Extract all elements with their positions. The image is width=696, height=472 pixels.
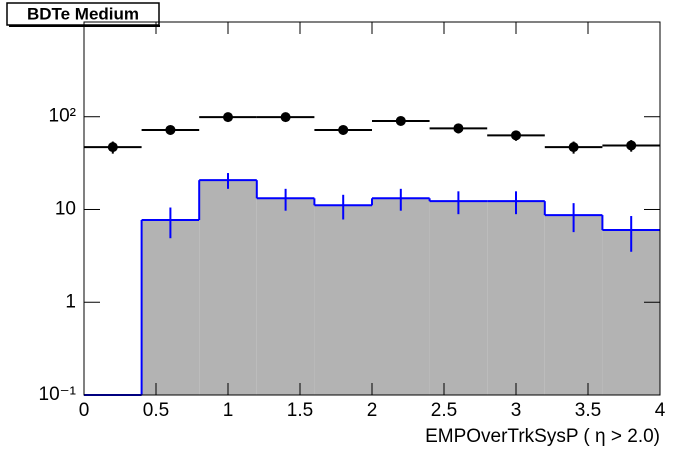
data-point (338, 124, 349, 135)
histogram-bar (372, 198, 430, 395)
histogram-bar (141, 220, 200, 395)
data-point (626, 140, 637, 151)
data-point (568, 142, 579, 153)
data-point (165, 124, 176, 135)
y-tick-label: 10 (55, 198, 76, 219)
data-point (453, 123, 464, 134)
histogram-bar (314, 205, 372, 395)
histogram-bar (199, 180, 257, 395)
x-tick-label: 1.5 (287, 400, 313, 421)
histogram-bar (544, 215, 603, 395)
histogram-bar (256, 198, 315, 395)
data-point (223, 112, 233, 123)
x-tick-label: 4 (655, 400, 666, 421)
x-tick-label: 0.5 (143, 400, 169, 421)
x-tick-label: 1 (223, 400, 234, 421)
data-point (511, 130, 521, 141)
y-tick-label: 1 (65, 291, 76, 312)
chart-title: BDTe Medium (27, 4, 139, 23)
x-tick-label: 3.5 (575, 400, 601, 421)
histogram-bar (602, 230, 660, 395)
histogram-bar (487, 201, 545, 395)
x-tick-label: 0 (79, 400, 90, 421)
data-point (107, 142, 118, 153)
data-point (395, 115, 406, 126)
histogram-bar (429, 201, 488, 395)
y-tick-label: 10⁻¹ (39, 384, 77, 405)
data-point (280, 112, 291, 123)
x-tick-label: 2.5 (431, 400, 457, 421)
x-axis-label: EMPOverTrkSysP ( η > 2.0) (425, 426, 660, 447)
x-tick-label: 2 (367, 400, 378, 421)
y-tick-label: 10² (49, 106, 76, 127)
x-tick-label: 3 (511, 400, 522, 421)
